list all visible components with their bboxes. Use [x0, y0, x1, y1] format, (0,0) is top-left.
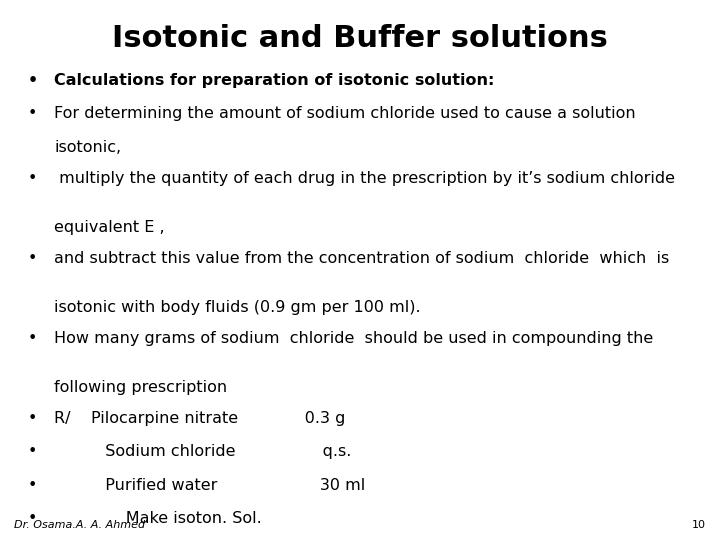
- Text: •: •: [27, 331, 37, 346]
- Text: equivalent E ,: equivalent E ,: [54, 220, 165, 235]
- Text: •: •: [27, 251, 37, 266]
- Text: How many grams of sodium  chloride  should be used in compounding the: How many grams of sodium chloride should…: [54, 331, 653, 346]
- Text: isotonic,: isotonic,: [54, 140, 121, 155]
- Text: •: •: [27, 106, 37, 122]
- Text: For determining the amount of sodium chloride used to cause a solution: For determining the amount of sodium chl…: [54, 106, 636, 122]
- Text: •: •: [27, 411, 37, 426]
- Text: •: •: [27, 73, 37, 88]
- Text: •: •: [27, 511, 37, 526]
- Text: multiply the quantity of each drug in the prescription by it’s sodium chloride: multiply the quantity of each drug in th…: [54, 171, 675, 186]
- Text: Make isoton. Sol.: Make isoton. Sol.: [54, 511, 262, 526]
- Text: isotonic with body fluids (0.9 gm per 100 ml).: isotonic with body fluids (0.9 gm per 10…: [54, 300, 420, 315]
- Text: Isotonic and Buffer solutions: Isotonic and Buffer solutions: [112, 24, 608, 53]
- Text: Calculations for preparation of isotonic solution:: Calculations for preparation of isotonic…: [54, 73, 495, 88]
- Text: •: •: [27, 444, 37, 460]
- Text: R/    Pilocarpine nitrate             0.3 g: R/ Pilocarpine nitrate 0.3 g: [54, 411, 346, 426]
- Text: •: •: [27, 171, 37, 186]
- Text: and subtract this value from the concentration of sodium  chloride  which  is: and subtract this value from the concent…: [54, 251, 670, 266]
- Text: following prescription: following prescription: [54, 380, 227, 395]
- Text: Sodium chloride                 q.s.: Sodium chloride q.s.: [54, 444, 351, 460]
- Text: Dr. Osama.A. A. Ahmed: Dr. Osama.A. A. Ahmed: [14, 520, 145, 530]
- Text: 10: 10: [692, 520, 706, 530]
- Text: •: •: [27, 478, 37, 493]
- Text: Purified water                    30 ml: Purified water 30 ml: [54, 478, 365, 493]
